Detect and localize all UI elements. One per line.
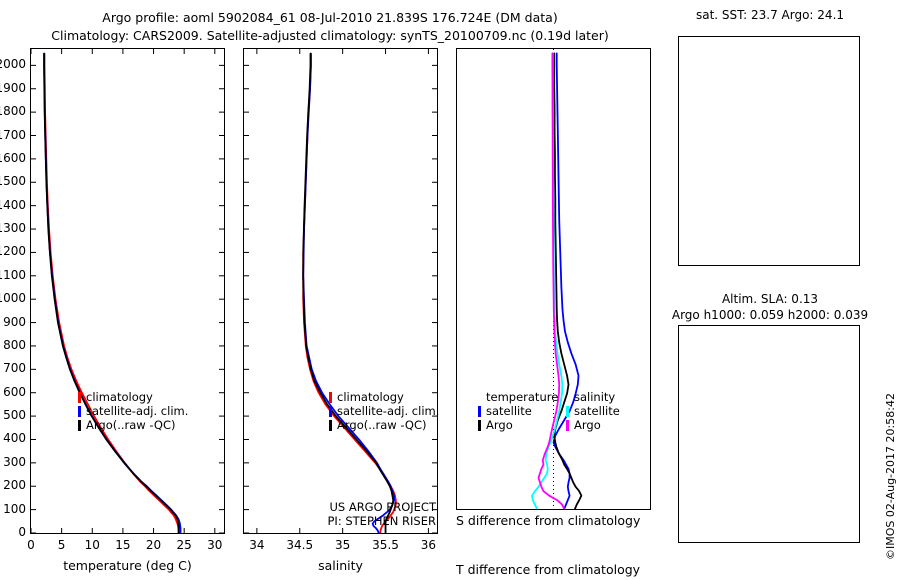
temperature-axis-label: temperature (deg C): [63, 558, 192, 573]
legend-item: satellite: [566, 404, 620, 418]
y-tick-label: 1300: [0, 221, 26, 236]
y-tick-label: 700: [3, 361, 26, 376]
legend-item: Argo(..raw -QC): [78, 418, 188, 432]
figure-title-line2: Climatology: CARS2009. Satellite-adjuste…: [51, 28, 609, 43]
legend-title-temperature: temperature: [486, 390, 559, 404]
figure-title-line1: Argo profile: aoml 5902084_61 08-Jul-201…: [102, 10, 558, 25]
y-tick-label: 1000: [0, 291, 26, 306]
legend-label: climatology: [86, 390, 153, 404]
y-tick-label: 900: [3, 314, 26, 329]
y-tick-label: 1500: [0, 174, 26, 189]
salinity-plot-canvas: [244, 49, 437, 533]
y-tick-label: 1200: [0, 244, 26, 259]
project-line1: US ARGO PROJECT: [329, 500, 436, 514]
legend-label: Argo(..raw -QC): [337, 418, 427, 432]
y-tick-label: 200: [3, 478, 26, 493]
y-tick-label: 400: [3, 431, 26, 446]
temperature-plot-frame: [30, 48, 225, 534]
legend-item: Argo: [566, 418, 620, 432]
difference-temperature-axis-label: T difference from climatology: [456, 562, 641, 577]
legend-label: satellite-adj. clim.: [86, 404, 189, 418]
difference-plot-canvas: [531, 49, 583, 509]
y-tick-label: 2000: [0, 57, 26, 72]
legend-label: satellite: [574, 404, 620, 418]
y-tick-label: 1700: [0, 127, 26, 142]
sla-map-canvas: [679, 326, 859, 542]
legend-item: climatology: [78, 390, 188, 404]
salinity-axis-label: salinity: [318, 558, 363, 573]
y-tick-label: 1400: [0, 197, 26, 212]
sst-map-canvas: [679, 37, 859, 265]
x-tick-label: 35.5: [372, 538, 399, 552]
x-tick-label: 35: [335, 538, 351, 552]
legend-group-title: temperature: [478, 390, 566, 404]
legend-title-salinity: salinity: [574, 390, 616, 404]
legend-group-title: salinity: [566, 390, 620, 404]
difference-legend: temperature satellite Argo salinity: [478, 390, 620, 432]
y-tick-label: 1800: [0, 104, 26, 119]
legend-swatch-argo: [329, 419, 332, 431]
x-tick-label: 30: [207, 538, 223, 552]
legend-item: satellite-adj. clim.: [329, 404, 439, 418]
legend-label: satellite: [486, 404, 532, 418]
project-credit: US ARGO PROJECT PI: STEPHEN RISER: [258, 500, 437, 528]
sst-map-title: sat. SST: 23.7 Argo: 24.1: [695, 8, 845, 22]
x-tick-label: 25: [176, 538, 192, 552]
imos-credit: ©IMOS 02-Aug-2017 20:58:42: [884, 393, 897, 560]
difference-plot-frame: [456, 48, 651, 510]
y-tick-label: 600: [3, 384, 26, 399]
legend-swatch-satellite-adj: [78, 405, 81, 417]
y-tick-label: 1900: [0, 80, 26, 95]
x-tick-label: 5: [57, 538, 66, 552]
y-tick-label: 500: [3, 408, 26, 423]
legend-swatch-sal-satellite: [566, 405, 569, 417]
y-tick-label: 0: [18, 525, 26, 539]
difference-salinity-axis-label: S difference from climatology: [456, 513, 641, 528]
legend-swatch-temp-argo: [478, 419, 481, 431]
y-tick-label: 1600: [0, 150, 26, 165]
legend-item: satellite-adj. clim.: [78, 404, 188, 418]
legend-label: climatology: [337, 390, 404, 404]
salinity-legend: climatology satellite-adj. clim. Argo(..…: [329, 390, 439, 432]
project-line2: PI: STEPHEN RISER: [327, 514, 437, 528]
legend-swatch-argo: [78, 419, 81, 431]
difference-legend-salinity-column: salinity satellite Argo: [566, 390, 620, 432]
y-tick-label: 1100: [0, 267, 26, 282]
legend-item: climatology: [329, 390, 439, 404]
legend-spacer: [478, 392, 481, 403]
legend-label: satellite-adj. clim.: [337, 404, 440, 418]
x-tick-label: 34.5: [286, 538, 314, 552]
sst-map: [678, 36, 860, 266]
y-tick-label: 100: [3, 501, 26, 516]
legend-swatch-sal-argo: [566, 419, 569, 431]
y-tick-label: 800: [3, 337, 26, 352]
legend-swatch-climatology: [78, 391, 81, 403]
legend-label: Argo(..raw -QC): [86, 418, 176, 432]
x-tick-label: 20: [145, 538, 162, 552]
sla-map-title-line2: Argo h1000: 0.059 h2000: 0.039: [671, 308, 869, 322]
legend-spacer: [566, 392, 569, 403]
x-tick-label: 15: [115, 538, 131, 552]
temperature-plot-canvas: [31, 49, 224, 533]
legend-label: Argo: [486, 418, 513, 432]
legend-item: Argo(..raw -QC): [329, 418, 439, 432]
x-tick-label: 36: [420, 538, 437, 552]
sla-map: [678, 325, 860, 543]
legend-swatch-temp-satellite: [478, 405, 481, 417]
x-tick-label: 10: [84, 538, 100, 552]
temperature-legend: climatology satellite-adj. clim. Argo(..…: [78, 390, 188, 432]
salinity-plot-frame: [243, 48, 438, 534]
legend-item: satellite: [478, 404, 566, 418]
difference-legend-temperature-column: temperature satellite Argo: [478, 390, 566, 432]
x-tick-label: 0: [27, 538, 35, 552]
sla-map-title-line1: Altim. SLA: 0.13: [721, 292, 819, 306]
legend-item: Argo: [478, 418, 566, 432]
legend-swatch-climatology: [329, 391, 332, 403]
x-tick-label: 34: [249, 538, 265, 552]
y-tick-label: 300: [3, 454, 26, 469]
legend-swatch-satellite-adj: [329, 405, 332, 417]
legend-label: Argo: [574, 418, 601, 432]
